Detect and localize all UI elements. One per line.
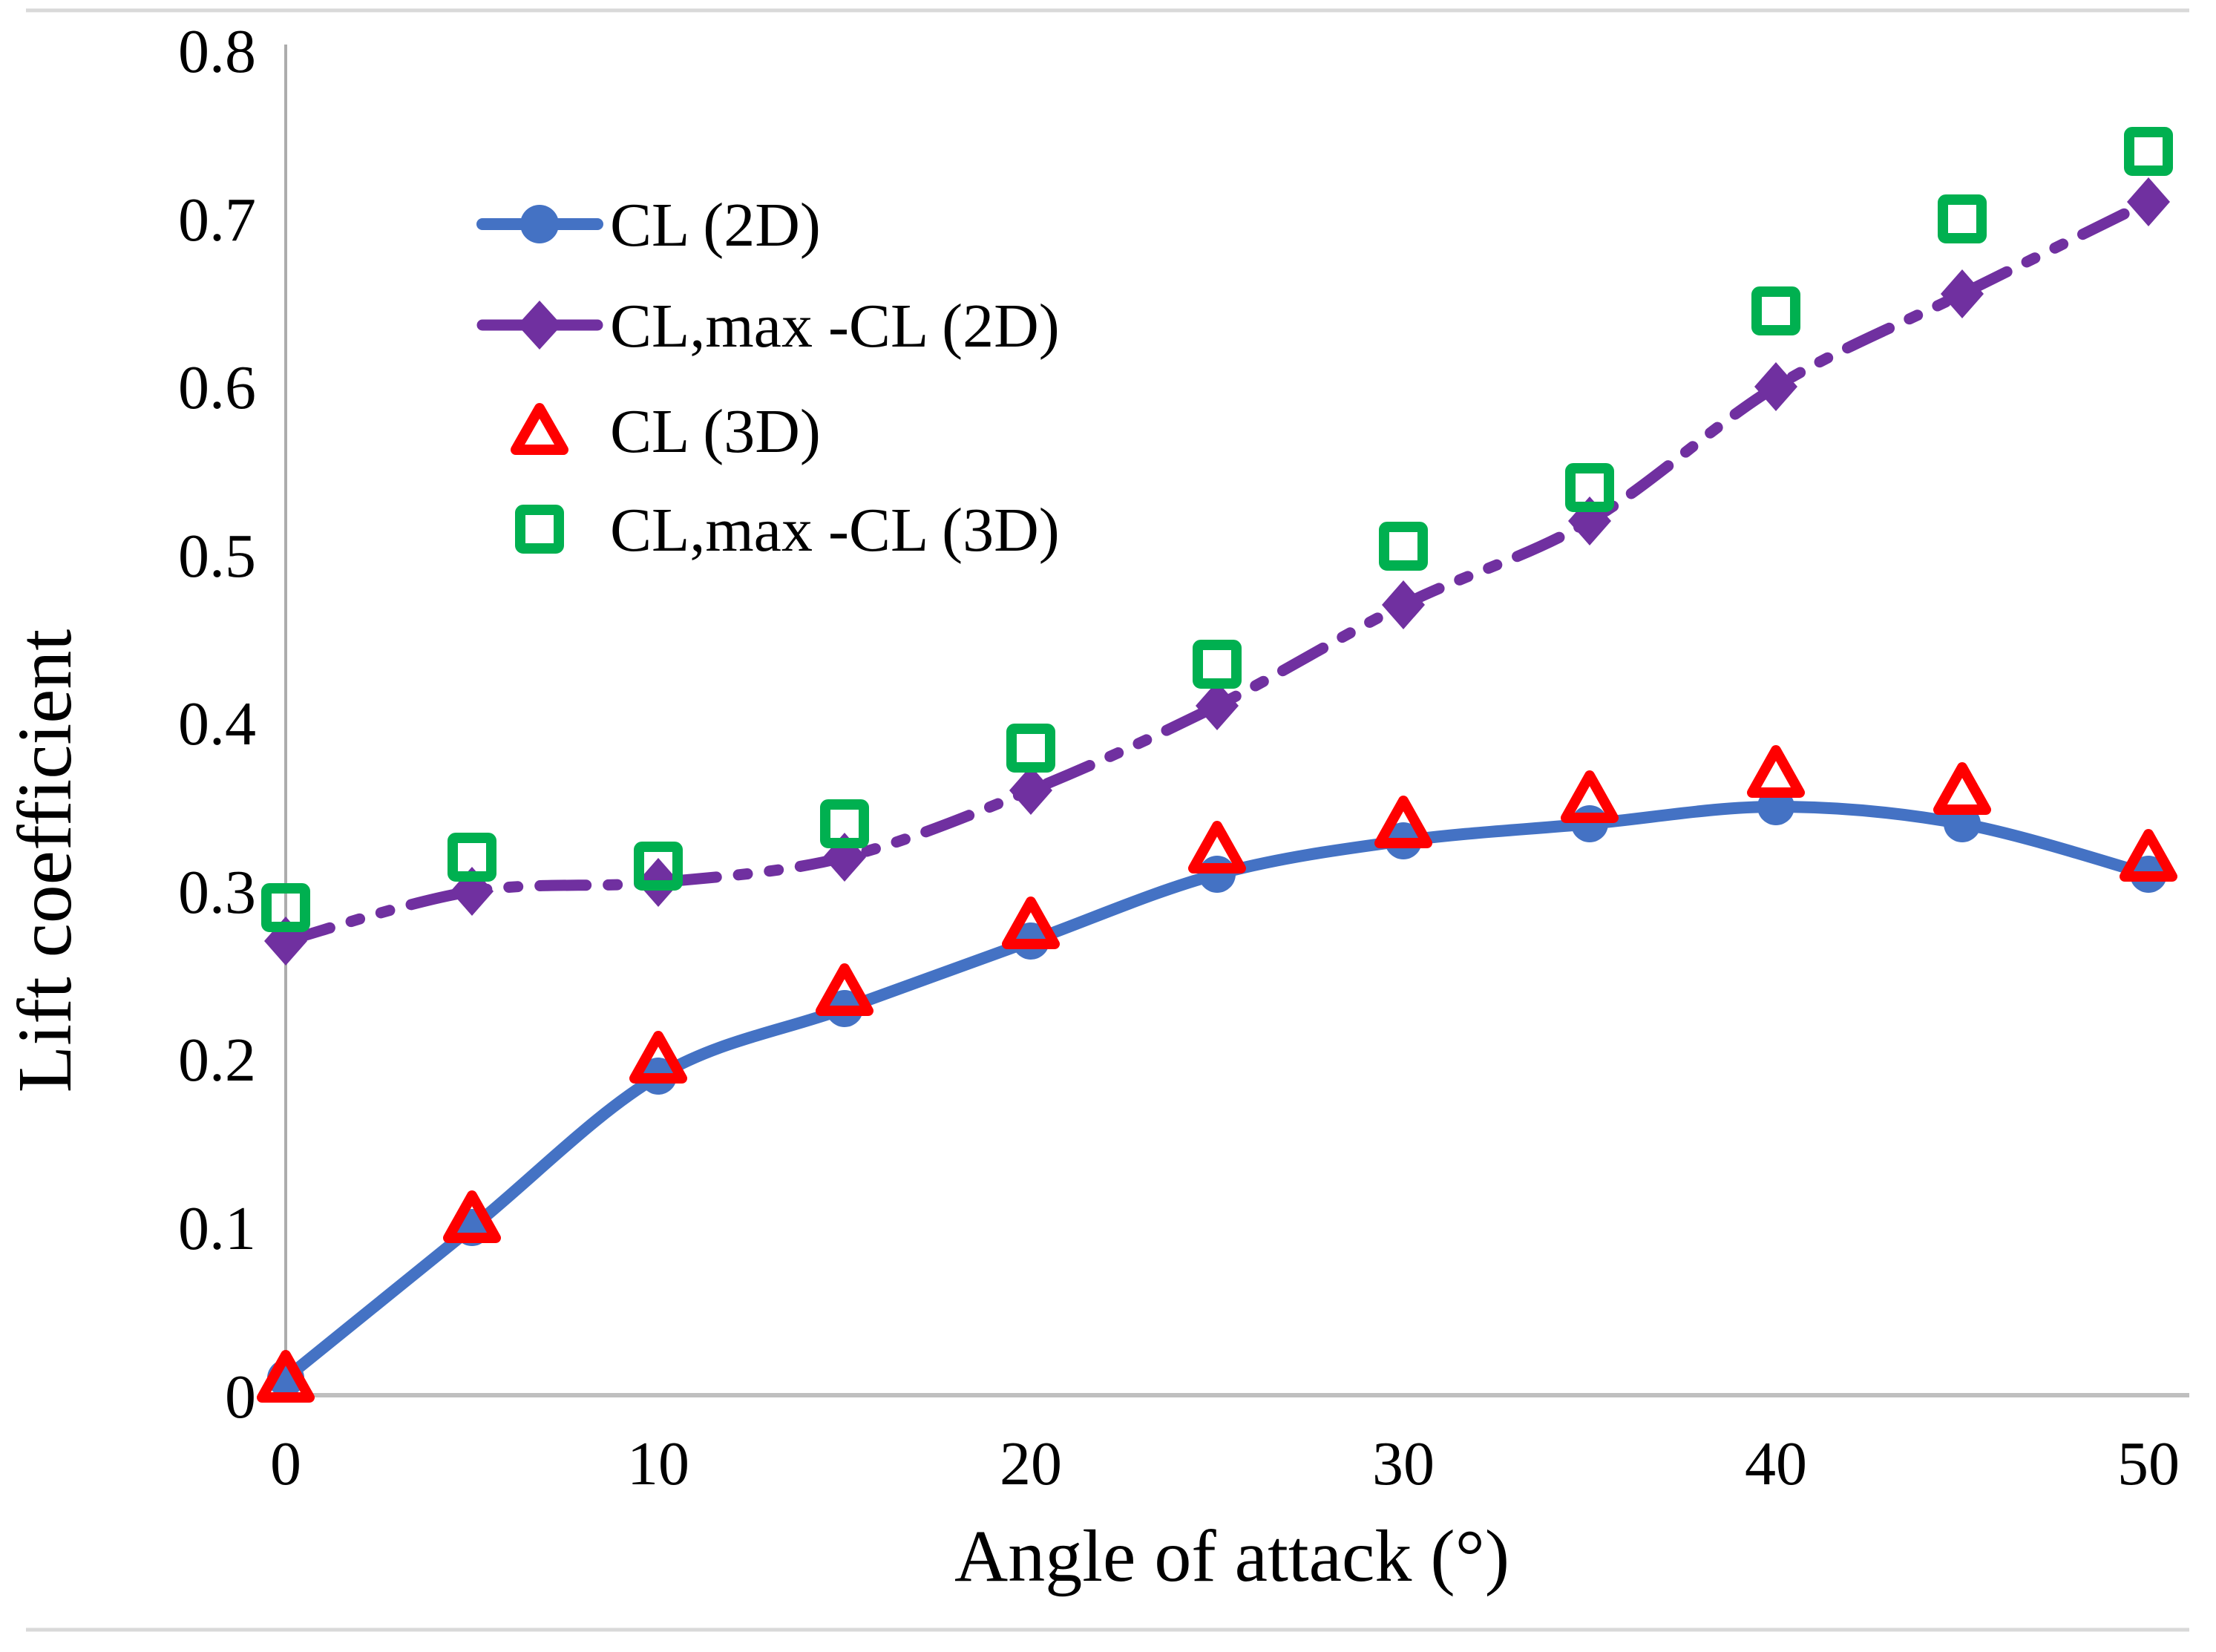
plot-series-layer <box>257 127 2177 1403</box>
x-tick-40: 40 <box>1745 1429 1807 1498</box>
y-tick-0.8: 0.8 <box>178 17 256 86</box>
y-tick-0.2: 0.2 <box>178 1026 256 1095</box>
y-tick-0.1: 0.1 <box>178 1194 256 1263</box>
x-tick-0: 0 <box>270 1429 301 1498</box>
series-markers-1 <box>264 177 2170 966</box>
legend-item-cl-3d: CL (3D) <box>511 397 821 466</box>
series-markers-2 <box>257 745 2177 1403</box>
legend-item-clmax-cl-3d: CL,max -CL (3D) <box>515 496 1060 565</box>
legend-item-cl-2d: CL (2D) <box>476 191 821 260</box>
y-tick-0.5: 0.5 <box>178 522 256 591</box>
legend-label-cl-2d: CL (2D) <box>610 191 821 260</box>
y-tick-0.4: 0.4 <box>178 689 256 758</box>
legend-diamond-marker-icon <box>517 301 562 350</box>
x-tick-50: 50 <box>2117 1429 2180 1498</box>
legend: CL (2D) CL,max -CL (2D) CL (3D) CL,max -… <box>476 191 1060 565</box>
legend-triangle-marker-icon <box>511 403 568 455</box>
y-tick-0: 0 <box>225 1363 256 1432</box>
legend-label-cl-3d: CL (3D) <box>610 397 821 466</box>
series-markers-0 <box>267 788 2167 1397</box>
x-axis-title: Angle of attack (°) <box>954 1515 1509 1597</box>
y-axis-title: Lift coefficient <box>2 629 88 1093</box>
y-tick-0.3: 0.3 <box>178 858 256 927</box>
series-line-1 <box>280 196 2154 947</box>
legend-label-clmax-cl-2d: CL,max -CL (2D) <box>610 292 1060 361</box>
series-markers-3 <box>261 127 2173 932</box>
legend-square-marker-icon <box>515 505 564 554</box>
y-tick-0.7: 0.7 <box>178 186 256 255</box>
x-axis-tick-labels: 0 10 20 30 40 50 <box>270 1429 2180 1498</box>
x-tick-20: 20 <box>1000 1429 1062 1498</box>
x-tick-10: 10 <box>627 1429 689 1498</box>
legend-item-clmax-cl-2d: CL,max -CL (2D) <box>476 292 1060 361</box>
x-tick-30: 30 <box>1372 1429 1435 1498</box>
y-tick-0.6: 0.6 <box>178 353 256 422</box>
legend-circle-marker-icon <box>520 205 559 243</box>
y-axis-tick-labels: 0.8 0.7 0.6 0.5 0.4 0.3 0.2 0.1 0 <box>178 17 256 1432</box>
series-line-0 <box>280 800 2154 1384</box>
legend-label-clmax-cl-3d: CL,max -CL (3D) <box>610 496 1060 565</box>
